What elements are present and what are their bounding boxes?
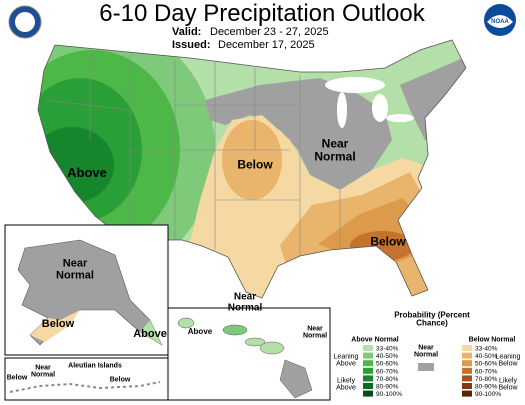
region-label: Aleutian Islands [68, 362, 122, 370]
legend-swatch [363, 383, 373, 389]
legend-range: 33-40% [475, 346, 498, 353]
region-label: Near Normal [227, 291, 263, 313]
aleutian-islands [9, 381, 161, 393]
legend-range: 33-40% [376, 346, 399, 353]
legend-swatch [363, 390, 373, 397]
leaning-below: Leaning Below [495, 353, 521, 368]
region-label: Below [370, 234, 406, 249]
legend-range: 80-90% [475, 384, 498, 391]
region-label: Below [237, 157, 273, 172]
noaa-logo-text: NOAA [491, 19, 509, 25]
below-title: Below Normal [468, 336, 516, 344]
near-normal-swatch [418, 363, 434, 371]
title: 6-10 Day Precipitation Outlook [99, 0, 425, 27]
region-label: Near Normal [314, 136, 356, 163]
region-label: Near Normal [302, 325, 328, 340]
near-title: Near Normal [413, 344, 439, 359]
valid-label: Valid: [172, 26, 202, 38]
legend-swatch [462, 367, 472, 374]
legend-range: 70-80% [475, 376, 498, 383]
region-label: Near Normal [56, 257, 94, 281]
above-title: Above Normal [351, 336, 399, 344]
legend-swatch [462, 375, 472, 382]
legend-range: 90-100% [376, 391, 402, 398]
legend-swatch [462, 345, 472, 351]
region-label: Above [187, 326, 213, 336]
legend-range: 40-50% [376, 353, 399, 360]
legend-range: 40-50% [475, 353, 498, 360]
legend-swatch [363, 367, 373, 374]
legend-swatch [462, 390, 472, 397]
aleutian-inset [4, 357, 169, 401]
legend-title: Probability (Percent Chance) [394, 310, 470, 328]
alaska-above [140, 320, 162, 345]
legend-range: 90-100% [475, 391, 501, 398]
hawaii-big-island [279, 359, 313, 399]
legend-swatch [363, 352, 373, 359]
legend-range: 60-70% [376, 368, 399, 375]
legend-range: 50-60% [475, 361, 498, 368]
region-label: Below [109, 376, 131, 384]
issued-dates: December 17, 2025 [218, 39, 315, 51]
legend-range: 80-90% [376, 384, 399, 391]
legend-swatch [462, 360, 472, 367]
region-label: Near Normal [30, 364, 56, 379]
region-label: Above [67, 165, 107, 181]
region-label: Below [41, 318, 75, 331]
legend-swatch [363, 375, 373, 382]
likely-above: Likely Above [336, 377, 356, 392]
legend-range: 50-60% [376, 361, 399, 368]
legend-swatch [462, 383, 472, 389]
legend-range: 60-70% [475, 368, 498, 375]
legend-range: 70-80% [376, 376, 399, 383]
legend-swatch [462, 352, 472, 359]
likely-below: Likely Below [498, 377, 518, 392]
alaska-below [30, 310, 80, 342]
region-label: Below [6, 374, 28, 382]
region-label: Above [133, 328, 167, 341]
legend-swatch [363, 360, 373, 367]
legend-swatch [363, 345, 373, 351]
issued-label: Issued: [172, 39, 211, 51]
leaning-above: Leaning Above [333, 353, 359, 368]
valid-dates: December 23 - 27, 2025 [210, 26, 329, 38]
